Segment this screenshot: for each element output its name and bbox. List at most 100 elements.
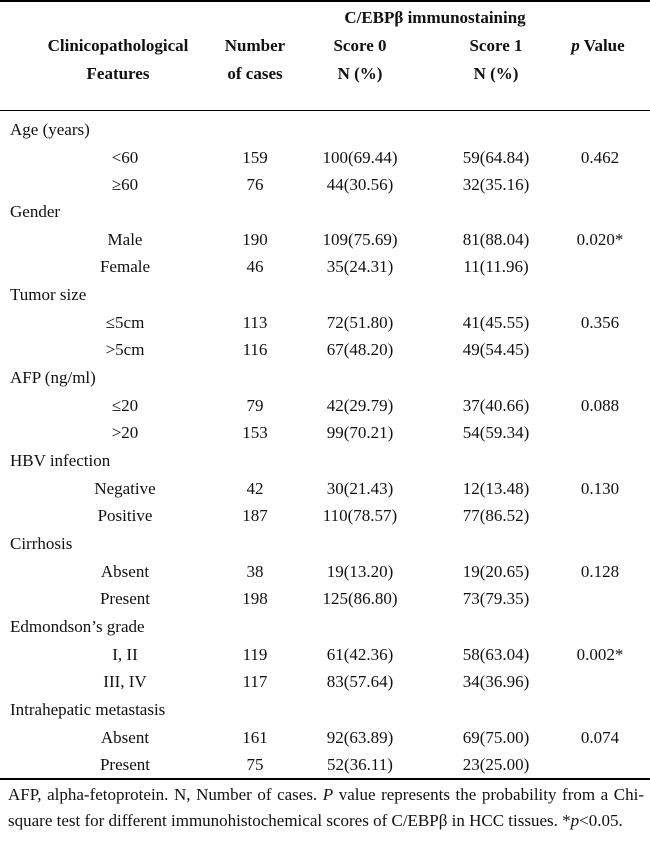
- header-score0-line2: N (%): [337, 64, 383, 83]
- row-score0: 125(86.80): [322, 589, 398, 608]
- row-label: Present: [99, 589, 151, 608]
- row-cases: 75: [246, 755, 264, 774]
- row-score1: 54(59.34): [462, 423, 530, 442]
- row-cases: 79: [246, 396, 264, 415]
- row-score0: 99(70.21): [326, 423, 394, 442]
- header-score1-line2: N (%): [473, 64, 519, 83]
- row-score1: 77(86.52): [462, 506, 530, 525]
- row-cases: 161: [242, 728, 268, 747]
- row-label: Absent: [100, 728, 150, 747]
- row-cases: 76: [246, 175, 264, 194]
- header-cases-line1: Number: [224, 36, 286, 55]
- row-label: III, IV: [103, 672, 147, 691]
- row-score0: 52(36.11): [327, 755, 393, 774]
- footnote-p-italic: P: [322, 785, 334, 804]
- table-bottom-rule: [0, 778, 650, 780]
- header-score0: Score 0 N (%): [305, 32, 415, 88]
- header-divider-rule: [0, 110, 650, 111]
- row-label: I, II: [112, 645, 138, 664]
- row-label: >20: [111, 423, 139, 442]
- row-score1: 41(45.55): [462, 313, 530, 332]
- row-score0: 61(42.36): [326, 645, 394, 664]
- row-score0: 42(29.79): [326, 396, 394, 415]
- row-p-value: 0.088: [580, 396, 620, 415]
- row-p-value: 0.356: [580, 313, 620, 332]
- row-cases: 116: [242, 340, 268, 359]
- row-score0: 83(57.64): [326, 672, 394, 691]
- header-group-title: C/EBPβ immunostaining: [344, 8, 526, 27]
- row-label: Female: [99, 257, 151, 276]
- header-cases-line2: of cases: [227, 64, 283, 83]
- group-label-edmondson: Edmondson’s grade: [10, 617, 145, 636]
- header-p-italic: p: [571, 36, 580, 55]
- group-label-age: Age (years): [10, 120, 90, 139]
- header-score1: Score 1 N (%): [441, 32, 551, 88]
- footnote-p-small: p: [570, 811, 580, 830]
- row-cases: 117: [242, 672, 268, 691]
- group-label-metastasis: Intrahepatic metastasis: [10, 700, 166, 719]
- footnote-part3: <0.05.: [579, 811, 623, 830]
- group-label-afp: AFP (ng/ml): [10, 368, 96, 387]
- table-top-rule: [0, 0, 650, 2]
- footnote-part2: value represents the probability from a …: [8, 785, 644, 830]
- header-p-text: Value: [579, 36, 625, 55]
- row-score1: 11(11.96): [463, 257, 529, 276]
- row-p-value: 0.462: [580, 148, 620, 167]
- group-label-cirrhosis: Cirrhosis: [10, 534, 73, 553]
- row-cases: 198: [242, 589, 268, 608]
- row-cases: 190: [242, 230, 268, 249]
- header-score0-line1: Score 0: [333, 36, 387, 55]
- row-score1: 49(54.45): [462, 340, 530, 359]
- row-label: Male: [107, 230, 143, 249]
- row-score1: 12(13.48): [462, 479, 530, 498]
- row-cases: 42: [246, 479, 264, 498]
- row-score0: 19(13.20): [326, 562, 394, 581]
- row-cases: 38: [246, 562, 264, 581]
- row-score1: 34(36.96): [462, 672, 530, 691]
- row-label: ≤20: [111, 396, 139, 415]
- row-score1: 23(25.00): [462, 755, 530, 774]
- row-p-value: 0.130: [580, 479, 620, 498]
- row-score1: 37(40.66): [462, 396, 530, 415]
- row-label: <60: [111, 148, 139, 167]
- row-score0: 110(78.57): [322, 506, 398, 525]
- header-features-line2: Features: [86, 64, 150, 83]
- header-cases: Number of cases: [208, 32, 302, 88]
- group-label-gender: Gender: [10, 202, 61, 221]
- row-label: Present: [99, 755, 151, 774]
- row-cases: 119: [242, 645, 268, 664]
- footnote-part1: AFP, alpha-fetoprotein. N, Number of cas…: [8, 785, 323, 804]
- header-features: Clinicopathological Features: [18, 32, 218, 88]
- row-cases: 113: [242, 313, 268, 332]
- header-p-value: p Value: [548, 32, 648, 60]
- table-footnote: AFP, alpha-fetoprotein. N, Number of cas…: [8, 782, 644, 834]
- header-score1-line1: Score 1: [469, 36, 523, 55]
- row-p-value: 0.128: [580, 562, 620, 581]
- row-score0: 35(24.31): [326, 257, 394, 276]
- row-cases: 159: [242, 148, 268, 167]
- row-label: Negative: [94, 479, 156, 498]
- row-cases: 153: [242, 423, 268, 442]
- row-score1: 81(88.04): [462, 230, 530, 249]
- row-score1: 59(64.84): [462, 148, 530, 167]
- row-score1: 58(63.04): [462, 645, 530, 664]
- row-cases: 187: [242, 506, 268, 525]
- row-p-value: 0.002*: [576, 645, 624, 664]
- group-label-tumor-size: Tumor size: [10, 285, 87, 304]
- row-score1: 69(75.00): [462, 728, 530, 747]
- row-cases: 46: [246, 257, 264, 276]
- row-score0: 109(75.69): [322, 230, 398, 249]
- header-features-line1: Clinicopathological: [47, 36, 189, 55]
- row-score1: 32(35.16): [462, 175, 530, 194]
- row-label: ≥60: [111, 175, 139, 194]
- row-label: >5cm: [105, 340, 145, 359]
- row-label: ≤5cm: [105, 313, 145, 332]
- row-score1: 73(79.35): [462, 589, 530, 608]
- row-score0: 30(21.43): [326, 479, 394, 498]
- row-score0: 72(51.80): [326, 313, 394, 332]
- row-score0: 100(69.44): [322, 148, 398, 167]
- row-score1: 19(20.65): [462, 562, 530, 581]
- row-p-value: 0.074: [580, 728, 620, 747]
- row-label: Absent: [100, 562, 150, 581]
- group-label-hbv: HBV infection: [10, 451, 111, 470]
